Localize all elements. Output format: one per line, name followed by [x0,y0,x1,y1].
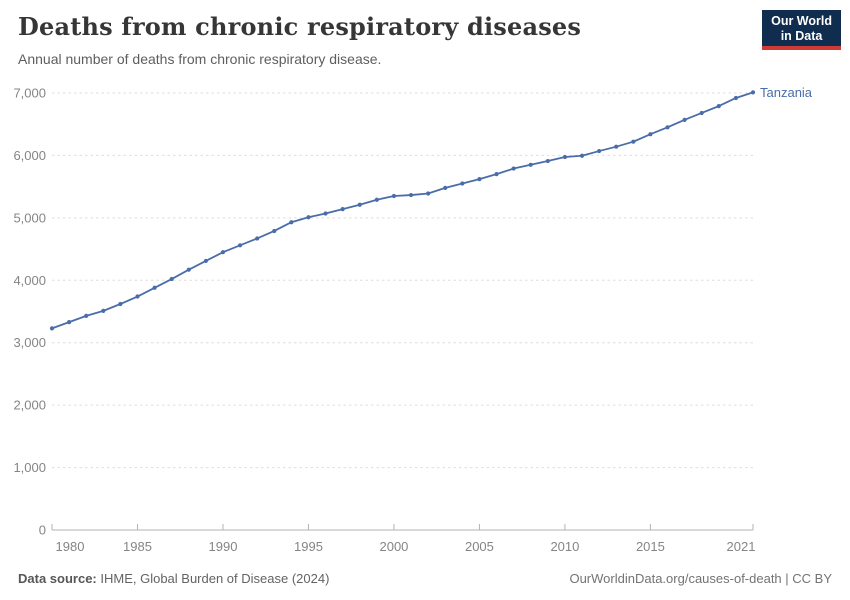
data-point [220,250,226,255]
data-point [101,308,106,313]
page-title: Deaths from chronic respiratory diseases [18,12,582,41]
data-point [203,258,208,264]
data-source: Data source: IHME, Global Burden of Dise… [18,571,329,586]
x-axis-tick-label: 1990 [209,539,238,554]
data-point [682,117,687,122]
tanzania-line [51,91,754,330]
data-point [477,177,482,182]
data-point [374,197,379,202]
data-point [408,192,414,198]
y-axis-tick-label: 5,000 [13,210,46,225]
y-axis-tick-label: 1,000 [13,460,46,475]
data-point [237,243,243,248]
data-point [323,211,328,216]
data-point [545,158,550,164]
data-point [716,104,721,109]
x-axis-tick-label: 1980 [56,539,85,554]
data-point [665,125,670,130]
data-point [306,215,311,220]
data-point [272,228,277,234]
data-point [357,202,362,207]
x-axis-tick-label: 2005 [465,539,494,554]
data-point [118,301,123,307]
data-point [631,139,636,144]
data-point [152,285,157,290]
data-point [66,320,72,325]
data-point [169,276,174,282]
y-axis-tick-label: 0 [39,523,46,538]
y-axis-tick-label: 4,000 [13,273,46,288]
logo-text-line2: in Data [780,29,823,43]
data-point [289,220,294,225]
x-axis-tick-label: 2015 [636,539,665,554]
data-point [648,132,653,137]
data-point [186,267,191,272]
data-source-text: IHME, Global Burden of Disease (2024) [96,571,330,586]
logo-text-line1: Our World [771,14,832,28]
data-point [135,294,140,299]
data-point [579,153,585,158]
y-axis-tick-label: 3,000 [13,335,46,350]
y-axis-tick-label: 7,000 [13,86,46,101]
data-point [750,90,756,95]
x-axis-tick-label: 2021 [727,539,756,554]
y-axis-tick-label: 2,000 [13,398,46,413]
data-point [614,144,619,149]
x-axis-tick-label: 1995 [294,539,323,554]
data-point [426,191,431,196]
chart-subtitle: Annual number of deaths from chronic res… [18,51,382,67]
data-point [460,181,465,186]
data-point [255,236,260,241]
data-point [733,95,739,101]
x-axis-tick-label: 2010 [550,539,579,554]
entity-label-tanzania: Tanzania [760,85,813,100]
data-point [49,326,55,331]
x-axis-tick-label: 1985 [123,539,152,554]
x-axis-tick-label: 2000 [379,539,408,554]
data-point [597,148,602,154]
footer-attribution: OurWorldinData.org/causes-of-death | CC … [569,571,832,586]
data-point [511,166,516,171]
data-point [84,313,89,318]
data-point [562,154,568,160]
data-point [699,110,704,116]
owid-logo: Our World in Data [762,10,841,50]
data-point [340,207,345,212]
data-point [391,193,397,199]
data-point [494,172,499,177]
data-source-label: Data source: [18,571,97,586]
data-point [528,162,533,167]
data-point [443,185,448,190]
y-axis-tick-label: 6,000 [13,148,46,163]
